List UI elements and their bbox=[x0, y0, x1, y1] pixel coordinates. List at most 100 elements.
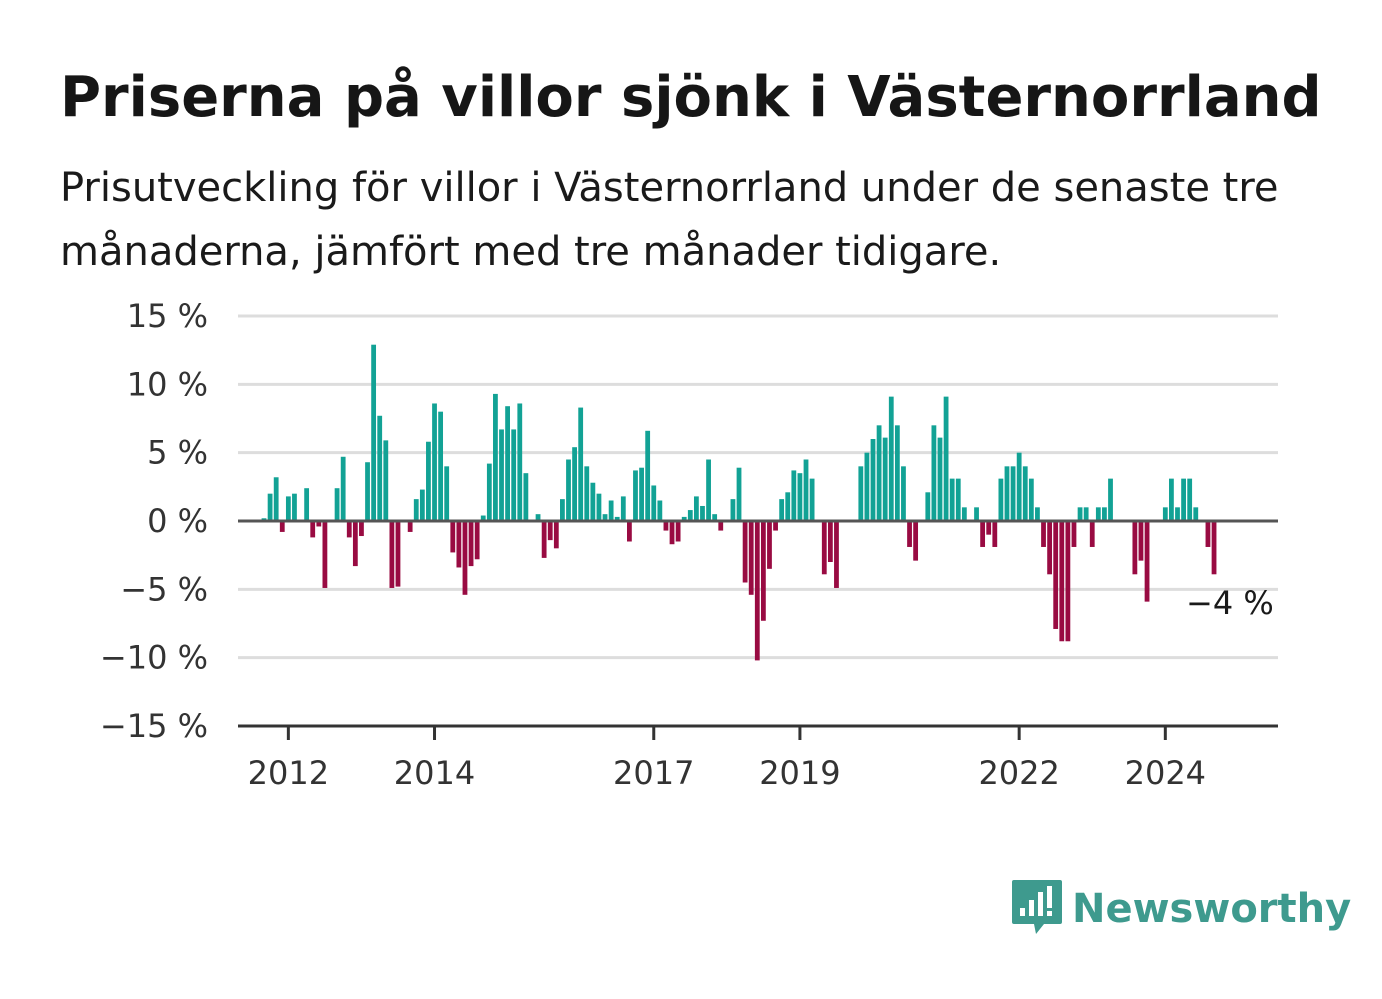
bars-layer bbox=[261, 344, 1217, 661]
bar bbox=[858, 466, 864, 521]
bar bbox=[827, 521, 833, 562]
bar bbox=[499, 429, 504, 521]
bar bbox=[541, 521, 547, 558]
bar bbox=[791, 470, 797, 521]
bar bbox=[1211, 521, 1217, 575]
bar bbox=[1162, 507, 1168, 521]
y-tick-label: 0 % bbox=[147, 502, 208, 540]
bar bbox=[693, 496, 699, 521]
bar bbox=[553, 521, 559, 549]
bar bbox=[310, 521, 316, 538]
bar bbox=[1065, 521, 1071, 642]
bar bbox=[803, 459, 809, 521]
bar bbox=[627, 521, 632, 542]
x-tick-label: 2019 bbox=[759, 754, 840, 792]
bar bbox=[493, 393, 498, 521]
bar bbox=[480, 515, 486, 521]
bar bbox=[736, 467, 742, 521]
bar bbox=[998, 478, 1004, 521]
y-tick-label: −10 % bbox=[100, 639, 208, 677]
bar bbox=[365, 462, 370, 521]
bar bbox=[468, 521, 474, 567]
bar bbox=[888, 396, 894, 521]
bar bbox=[773, 521, 778, 531]
axis-layer: 15 % 10 % 5 % 0 % −5 % −10 % −15 % 2012 2014 2017… bbox=[100, 297, 1278, 792]
brand-name: Newsworthy bbox=[1072, 886, 1352, 932]
last-value-annotation: −4 % bbox=[1186, 584, 1274, 622]
bar bbox=[444, 466, 450, 521]
bar bbox=[779, 499, 785, 521]
bar bbox=[377, 415, 383, 521]
bar bbox=[907, 521, 912, 547]
bar bbox=[383, 440, 389, 521]
bar bbox=[614, 516, 620, 521]
bar bbox=[1169, 478, 1174, 521]
bar bbox=[876, 425, 882, 521]
bar bbox=[754, 521, 760, 661]
bar bbox=[675, 521, 681, 542]
bar bbox=[462, 521, 468, 595]
bar bbox=[578, 407, 584, 521]
bar bbox=[681, 516, 687, 521]
bar bbox=[943, 396, 949, 521]
bar bbox=[718, 521, 724, 531]
bar bbox=[1059, 521, 1065, 642]
bar bbox=[834, 521, 839, 588]
bar bbox=[535, 514, 541, 521]
bar bbox=[1102, 507, 1107, 521]
bar bbox=[334, 488, 340, 521]
bar bbox=[596, 493, 602, 521]
bar bbox=[797, 473, 803, 521]
bar bbox=[566, 459, 571, 521]
bar bbox=[316, 521, 322, 527]
bar bbox=[1095, 507, 1101, 521]
bar bbox=[785, 492, 791, 521]
bar bbox=[767, 521, 772, 569]
bar bbox=[352, 521, 358, 567]
bar bbox=[748, 521, 754, 595]
bar bbox=[608, 500, 614, 521]
bar bbox=[547, 521, 553, 541]
bar bbox=[651, 485, 657, 521]
bar bbox=[639, 467, 644, 521]
bar bbox=[700, 505, 705, 521]
bar bbox=[1205, 521, 1211, 547]
bar bbox=[505, 406, 510, 521]
chart-subtitle: Prisutveckling för villor i Västernorrla… bbox=[60, 165, 1279, 275]
bar bbox=[1010, 466, 1016, 521]
bar bbox=[456, 521, 462, 568]
bar bbox=[413, 499, 419, 521]
bar bbox=[602, 514, 608, 521]
bar bbox=[894, 425, 900, 521]
bar bbox=[1028, 478, 1034, 521]
bar bbox=[821, 521, 827, 575]
y-tick-label: 10 % bbox=[127, 365, 208, 403]
bar bbox=[925, 492, 931, 521]
bar bbox=[474, 521, 480, 560]
bar bbox=[426, 441, 431, 521]
y-tick-label: −5 % bbox=[120, 570, 208, 608]
bar bbox=[1053, 521, 1059, 629]
bar bbox=[809, 478, 815, 521]
bar bbox=[389, 521, 395, 588]
bar bbox=[870, 439, 876, 521]
x-tick-label: 2024 bbox=[1125, 754, 1206, 792]
bar bbox=[359, 521, 364, 537]
brand: Newsworthy bbox=[1010, 878, 1351, 940]
bar bbox=[1132, 521, 1138, 575]
bar bbox=[346, 521, 352, 538]
bar bbox=[292, 493, 297, 521]
bar bbox=[419, 489, 425, 521]
bar bbox=[901, 466, 906, 521]
bar bbox=[450, 521, 456, 553]
bar bbox=[322, 521, 328, 588]
bar bbox=[304, 488, 310, 521]
bar bbox=[687, 510, 693, 521]
bar bbox=[633, 470, 638, 521]
bar bbox=[279, 521, 285, 532]
bar bbox=[560, 499, 565, 521]
bar bbox=[438, 411, 444, 521]
bar bbox=[517, 403, 523, 521]
bar bbox=[730, 499, 736, 521]
bar bbox=[590, 482, 596, 521]
